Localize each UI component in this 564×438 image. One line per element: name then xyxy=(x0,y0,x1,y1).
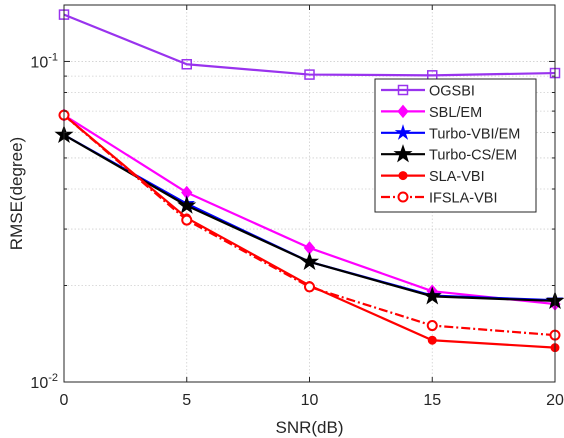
ticks: 0 5 10 15 20 10-2 10-1 xyxy=(30,5,564,409)
data-point xyxy=(299,251,320,270)
x-axis-label: SNR(dB) xyxy=(275,418,343,437)
legend-entry: SLA-VBI xyxy=(381,169,485,185)
y-tick-label: 10-1 xyxy=(30,51,58,71)
legend-label: Turbo-CS/EM xyxy=(429,148,517,164)
data-point xyxy=(422,286,442,305)
data-point xyxy=(397,104,409,119)
data-point xyxy=(427,335,437,345)
data-point xyxy=(177,195,197,214)
grid xyxy=(64,5,555,382)
data-point xyxy=(397,84,409,96)
y-tick-label: 10-2 xyxy=(30,372,58,392)
legend-label: SLA-VBI xyxy=(429,169,485,185)
legend-label: Turbo-VBI/EM xyxy=(429,126,520,142)
x-tick-label: 0 xyxy=(60,392,69,409)
data-point xyxy=(181,214,193,226)
legend-label: IFSLA-VBI xyxy=(429,191,498,207)
legend-entry: OGSBI xyxy=(381,84,475,100)
data-point xyxy=(181,59,192,70)
legend-label: SBL/EM xyxy=(429,105,482,121)
legend: OGSBI SBL/EM Turbo-VBI/EM Turbo-CS/EM SLA-VB… xyxy=(374,78,537,213)
x-tick-label: 5 xyxy=(182,392,191,409)
data-point xyxy=(398,171,408,181)
data-point xyxy=(426,320,438,332)
legend-entry: Turbo-VBI/EM xyxy=(381,124,520,142)
legend-box xyxy=(374,78,537,213)
data-point xyxy=(304,281,315,293)
x-tick-label: 10 xyxy=(301,392,319,409)
legend-entry: Turbo-CS/EM xyxy=(381,144,517,164)
data-point xyxy=(394,124,412,140)
legend-entry: IFSLA-VBI xyxy=(381,191,498,207)
y-axis-label: RMSE(degree) xyxy=(7,137,26,250)
data-point xyxy=(397,191,409,203)
data-point xyxy=(304,69,315,80)
legend-label: OGSBI xyxy=(429,84,475,100)
x-tick-label: 15 xyxy=(423,392,441,409)
x-tick-label: 20 xyxy=(546,392,564,409)
data-point xyxy=(393,144,413,163)
series-line xyxy=(63,13,556,77)
legend-entry: SBL/EM xyxy=(381,104,482,121)
